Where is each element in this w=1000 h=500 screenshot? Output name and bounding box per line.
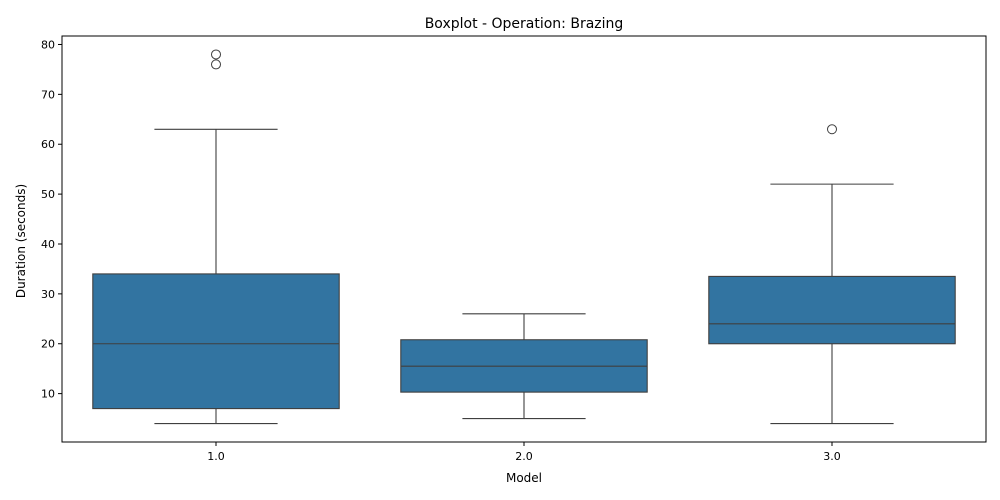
box-group-1 — [92, 49, 340, 425]
chart-title: Boxplot - Operation: Brazing — [425, 16, 624, 32]
box-group-2 — [400, 313, 648, 420]
y-axis-label: Duration (seconds) — [14, 184, 28, 298]
y-axis: 10 20 30 40 50 60 70 80 — [41, 38, 62, 401]
box-group-3 — [708, 124, 956, 425]
x-tick-label: 2.0 — [515, 450, 533, 463]
y-tick-label: 10 — [41, 388, 55, 401]
x-axis: 1.0 2.0 3.0 — [207, 442, 841, 463]
y-tick-label: 30 — [41, 288, 55, 301]
x-tick-label: 1.0 — [207, 450, 225, 463]
y-tick-label: 60 — [41, 138, 55, 151]
plot-area — [61, 35, 987, 443]
iqr-box — [708, 275, 956, 345]
outlier-point — [211, 59, 221, 70]
x-axis-label: Model — [506, 471, 542, 485]
y-tick-label: 50 — [41, 188, 55, 201]
iqr-box — [92, 273, 340, 410]
outlier-point — [827, 124, 837, 135]
y-tick-label: 20 — [41, 338, 55, 351]
y-tick-label: 80 — [41, 38, 55, 51]
y-tick-label: 40 — [41, 238, 55, 251]
x-tick-label: 3.0 — [823, 450, 841, 463]
y-tick-label: 70 — [41, 88, 55, 101]
outlier-point — [211, 49, 221, 60]
